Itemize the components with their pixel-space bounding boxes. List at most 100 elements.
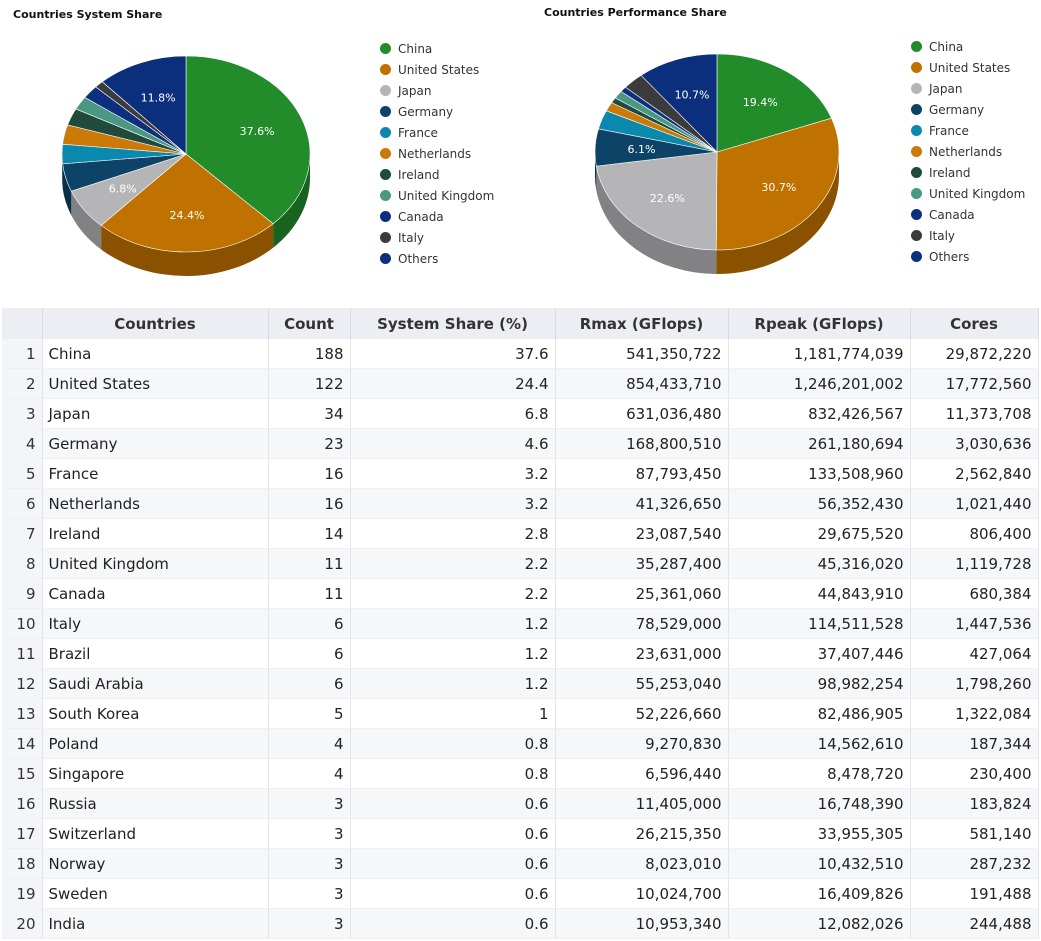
pie1-side-united-states — [716, 152, 839, 274]
legend-label: Ireland — [398, 167, 440, 182]
legend1-item-france[interactable]: France — [911, 120, 1025, 141]
pie1-slice-united-states[interactable] — [715, 117, 840, 251]
legend1-item-italy[interactable]: Italy — [911, 225, 1025, 246]
table-row[interactable]: 3 Japan 34 6.8 631,036,480 832,426,567 11,373,… — [2, 398, 1039, 429]
table-row[interactable]: 2 United States 122 24.4 854,433,710 1,246,20… — [2, 368, 1039, 399]
table-row[interactable]: 6 Netherlands 16 3.2 41,326,650 56,352,430 1,0… — [2, 488, 1039, 519]
column-header-index[interactable] — [2, 308, 43, 339]
table-row[interactable]: 1 China 188 37.6 541,350,722 1,181,774,039 29,… — [2, 339, 1039, 369]
cell-system-share-: 0.8 — [350, 728, 556, 759]
pie0-side-germany — [62, 163, 72, 216]
cell-cores: 29,872,220 — [910, 339, 1039, 369]
cell-count: 5 — [268, 698, 351, 729]
table-row[interactable]: 19 Sweden 3 0.6 10,024,700 16,409,826 191,488 — [2, 878, 1039, 909]
legend-label: Others — [929, 249, 970, 264]
cell-cores: 287,232 — [910, 848, 1039, 879]
pie0-slice-china[interactable] — [185, 55, 311, 225]
column-header-system-share-[interactable]: System Share (%) — [350, 308, 556, 339]
row-index: 7 — [2, 518, 43, 549]
legend0-item-united-kingdom[interactable]: United Kingdom — [380, 185, 494, 206]
cell-count: 3 — [268, 908, 351, 939]
legend-dot-icon — [380, 64, 391, 75]
legend-dot-icon — [380, 85, 391, 96]
table-row[interactable]: 9 Canada 11 2.2 25,361,060 44,843,910 680,384 — [2, 578, 1039, 609]
legend1-item-ireland[interactable]: Ireland — [911, 162, 1025, 183]
cell-system-share-: 0.6 — [350, 818, 556, 849]
cell-countries: Norway — [42, 848, 269, 879]
table-row[interactable]: 20 India 3 0.6 10,953,340 12,082,026 244,488 — [2, 908, 1039, 939]
legend-label: Ireland — [929, 165, 971, 180]
column-header-count[interactable]: Count — [268, 308, 351, 339]
cell-rmax-gflops-: 541,350,722 — [555, 339, 729, 369]
table-row[interactable]: 16 Russia 3 0.6 11,405,000 16,748,390 183,824 — [2, 788, 1039, 819]
legend-label: Japan — [929, 81, 963, 96]
legend0-item-germany[interactable]: Germany — [380, 101, 494, 122]
row-index: 1 — [2, 339, 43, 369]
cell-countries: Canada — [42, 578, 269, 609]
legend1-item-netherlands[interactable]: Netherlands — [911, 141, 1025, 162]
legend0-item-netherlands[interactable]: Netherlands — [380, 143, 494, 164]
cell-cores: 3,030,636 — [910, 428, 1039, 459]
cell-system-share-: 3.2 — [350, 458, 556, 489]
column-header-rmax-gflops-[interactable]: Rmax (GFlops) — [555, 308, 729, 339]
row-index: 3 — [2, 398, 43, 429]
legend0-item-canada[interactable]: Canada — [380, 206, 494, 227]
legend1-item-united-kingdom[interactable]: United Kingdom — [911, 183, 1025, 204]
legend-dot-icon — [380, 232, 391, 243]
cell-system-share-: 2.2 — [350, 578, 556, 609]
legend0-item-france[interactable]: France — [380, 122, 494, 143]
legend0-item-united-states[interactable]: United States — [380, 59, 494, 80]
legend-dot-icon — [380, 190, 391, 201]
legend1-item-germany[interactable]: Germany — [911, 99, 1025, 120]
table-row[interactable]: 11 Brazil 6 1.2 23,631,000 37,407,446 427,064 — [2, 638, 1039, 669]
cell-rpeak-gflops-: 37,407,446 — [728, 638, 911, 669]
table-row[interactable]: 4 Germany 23 4.6 168,800,510 261,180,694 3,030… — [2, 428, 1039, 459]
table-row[interactable]: 7 Ireland 14 2.8 23,087,540 29,675,520 806,400 — [2, 518, 1039, 549]
pie1-slice-japan[interactable] — [595, 151, 718, 251]
table-row[interactable]: 8 United Kingdom 11 2.2 35,287,400 45,316,020… — [2, 548, 1039, 579]
table-row[interactable]: 15 Singapore 4 0.8 6,596,440 8,478,720 230,400 — [2, 758, 1039, 789]
cell-system-share-: 1.2 — [350, 608, 556, 639]
column-header-rpeak-gflops-[interactable]: Rpeak (GFlops) — [728, 308, 911, 339]
cell-system-share-: 0.6 — [350, 848, 556, 879]
cell-rpeak-gflops-: 10,432,510 — [728, 848, 911, 879]
legend1-item-canada[interactable]: Canada — [911, 204, 1025, 225]
table-row[interactable]: 17 Switzerland 3 0.6 26,215,350 33,955,305 581… — [2, 818, 1039, 849]
column-header-countries[interactable]: Countries — [42, 308, 269, 339]
cell-count: 3 — [268, 818, 351, 849]
cell-rmax-gflops-: 78,529,000 — [555, 608, 729, 639]
legend-dot-icon — [911, 146, 922, 157]
performance-share-legend: China United States Japan Germany France Neth… — [911, 36, 1025, 267]
legend0-item-japan[interactable]: Japan — [380, 80, 494, 101]
table-row[interactable]: 14 Poland 4 0.8 9,270,830 14,562,610 187,344 — [2, 728, 1039, 759]
column-header-cores[interactable]: Cores — [910, 308, 1039, 339]
table-row[interactable]: 18 Norway 3 0.6 8,023,010 10,432,510 287,232 — [2, 848, 1039, 879]
cell-system-share-: 3.2 — [350, 488, 556, 519]
table-row[interactable]: 5 France 16 3.2 87,793,450 133,508,960 2,562,8… — [2, 458, 1039, 489]
cell-cores: 1,447,536 — [910, 608, 1039, 639]
table-row[interactable]: 10 Italy 6 1.2 78,529,000 114,511,528 1,447,53… — [2, 608, 1039, 639]
table-row[interactable]: 12 Saudi Arabia 6 1.2 55,253,040 98,982,254 1,… — [2, 668, 1039, 699]
legend0-item-others[interactable]: Others — [380, 248, 494, 269]
row-index: 19 — [2, 878, 43, 909]
legend1-item-others[interactable]: Others — [911, 246, 1025, 267]
cell-system-share-: 1 — [350, 698, 556, 729]
legend0-item-china[interactable]: China — [380, 38, 494, 59]
pie1-slice-china[interactable] — [716, 53, 832, 153]
cell-rpeak-gflops-: 82,486,905 — [728, 698, 911, 729]
legend1-item-united-states[interactable]: United States — [911, 57, 1025, 78]
legend-dot-icon — [911, 188, 922, 199]
legend0-item-italy[interactable]: Italy — [380, 227, 494, 248]
legend-dot-icon — [911, 62, 922, 73]
cell-count: 122 — [268, 368, 351, 399]
performance-share-title: Countries Performance Share — [544, 6, 727, 19]
pie0-slice-united-states[interactable] — [100, 153, 274, 253]
legend-dot-icon — [380, 127, 391, 138]
table-row[interactable]: 13 South Korea 5 1 52,226,660 82,486,905 1,322… — [2, 698, 1039, 729]
legend1-item-japan[interactable]: Japan — [911, 78, 1025, 99]
legend0-item-ireland[interactable]: Ireland — [380, 164, 494, 185]
row-index: 9 — [2, 578, 43, 609]
pie1-slice-others[interactable] — [640, 53, 718, 153]
legend1-item-china[interactable]: China — [911, 36, 1025, 57]
pie0-slice-others[interactable] — [101, 55, 187, 155]
